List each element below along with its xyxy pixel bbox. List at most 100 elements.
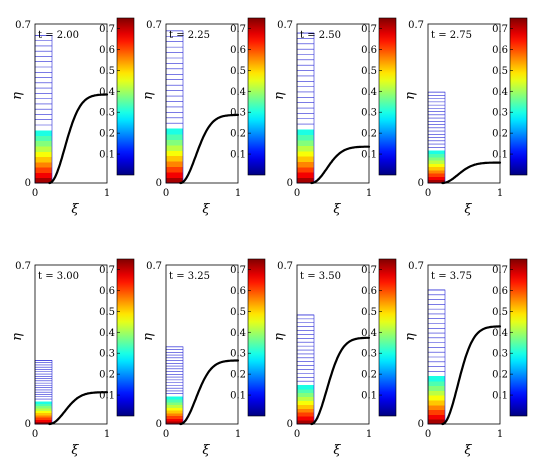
y-tick-label: 0.7 bbox=[15, 261, 31, 272]
colorbar-tick-label: 0.5 bbox=[230, 66, 246, 77]
y-tick-label: 0.7 bbox=[15, 20, 31, 31]
profile-band bbox=[35, 421, 52, 425]
profile-band bbox=[166, 421, 183, 425]
y-tick-label: 0.7 bbox=[408, 261, 424, 272]
colorbar-tick-label: 0.2 bbox=[99, 129, 115, 140]
profile-band bbox=[297, 420, 314, 425]
y-tick-label: 0 bbox=[418, 419, 424, 430]
colorbar-tick-label: 0.6 bbox=[361, 45, 377, 56]
y-tick-label: 0.7 bbox=[146, 261, 162, 272]
colorbar-tick-label: 0.7 bbox=[230, 24, 246, 35]
colorbar-tick-label: 0.5 bbox=[230, 307, 246, 318]
colorbar-tick-label: 0.7 bbox=[492, 265, 508, 276]
colorbar-tick-label: 0.3 bbox=[99, 108, 115, 119]
profile-band bbox=[428, 409, 445, 415]
profile-band bbox=[428, 404, 445, 411]
plot-frame bbox=[165, 264, 239, 425]
x-tick-label: 0 bbox=[32, 188, 38, 199]
panel-4: 0.1 0.2 0.3 0.4 0.5 0.6 0.7 t = 2.75 0 0.7 0 1 ξ η bbox=[403, 17, 528, 217]
profile-band bbox=[428, 376, 445, 382]
panel-3: 0.1 0.2 0.3 0.4 0.5 0.6 0.7 t = 2.50 0 0.7 0 1 ξ η bbox=[272, 17, 397, 217]
y-tick-label: 0.7 bbox=[146, 20, 162, 31]
profile-band bbox=[297, 156, 314, 162]
colorbar-tick-label: 0.5 bbox=[99, 66, 115, 77]
colorbar-tick-label: 0.4 bbox=[230, 328, 246, 339]
profile-band bbox=[35, 140, 52, 147]
profile-band bbox=[428, 419, 445, 425]
time-label: t = 2.25 bbox=[169, 30, 210, 41]
colorbar-tick-label: 0.7 bbox=[230, 265, 246, 276]
colorbar-tick-label: 0.5 bbox=[492, 307, 508, 318]
profile-band bbox=[166, 177, 183, 184]
colorbar-tick-label: 0.7 bbox=[361, 24, 377, 35]
profile-band bbox=[166, 150, 183, 157]
plot-frame bbox=[165, 23, 239, 184]
profile-band bbox=[35, 408, 52, 411]
profile-band bbox=[35, 172, 52, 179]
y-tick-label: 0 bbox=[418, 178, 424, 189]
colorbar-tick-label: 0.2 bbox=[492, 370, 508, 381]
profile-band bbox=[297, 150, 314, 157]
x-axis-label: ξ bbox=[333, 202, 341, 217]
profile-band bbox=[35, 146, 52, 152]
x-tick-label: 0 bbox=[425, 429, 431, 440]
colorbar-tick-label: 0.6 bbox=[230, 286, 246, 297]
y-axis-label: η bbox=[141, 333, 156, 341]
profile-band bbox=[166, 404, 183, 408]
front-curve bbox=[48, 391, 109, 426]
time-label: t = 3.50 bbox=[300, 271, 341, 282]
profile-band bbox=[166, 410, 183, 414]
x-axis-label: ξ bbox=[333, 443, 341, 458]
profile-band bbox=[428, 390, 445, 396]
plot-frame bbox=[427, 264, 501, 425]
colorbar-tick-label: 0.3 bbox=[492, 349, 508, 360]
profile-band bbox=[297, 404, 314, 409]
x-axis-label: ξ bbox=[464, 443, 472, 458]
colorbar-tick-label: 0.6 bbox=[492, 286, 508, 297]
profile-band bbox=[297, 385, 314, 390]
profile-band bbox=[166, 166, 183, 173]
profile-band bbox=[35, 167, 52, 173]
colorbar-tick-label: 0.6 bbox=[361, 286, 377, 297]
profile-band bbox=[297, 388, 314, 394]
colorbar-tick-label: 0.1 bbox=[99, 150, 115, 161]
front-curve bbox=[179, 113, 240, 185]
y-axis-label: η bbox=[10, 92, 25, 100]
panel-2: 0.1 0.2 0.3 0.4 0.5 0.6 0.7 t = 2.25 0 0.7 0 1 ξ η bbox=[141, 17, 266, 217]
y-tick-label: 0 bbox=[287, 178, 293, 189]
panel-8: 0.1 0.2 0.3 0.4 0.5 0.6 0.7 t = 3.75 0 0.7 0 1 ξ η bbox=[403, 258, 528, 458]
plot-frame bbox=[34, 264, 108, 425]
time-label: t = 3.25 bbox=[169, 271, 210, 282]
y-axis-label: η bbox=[141, 92, 156, 100]
profile-band bbox=[166, 396, 183, 400]
colorbar-tick-label: 0.3 bbox=[99, 349, 115, 360]
time-label: t = 2.00 bbox=[38, 30, 79, 41]
plot-frame bbox=[296, 264, 370, 425]
colorbar-tick-label: 0.4 bbox=[361, 87, 377, 98]
colorbar-tick-label: 0.3 bbox=[361, 349, 377, 360]
colorbar-tick-label: 0.5 bbox=[361, 66, 377, 77]
profile-band bbox=[35, 156, 52, 163]
x-tick-label: 0 bbox=[294, 429, 300, 440]
profile-band bbox=[35, 417, 52, 420]
panel-7: 0.1 0.2 0.3 0.4 0.5 0.6 0.7 t = 3.50 0 0.7 0 1 ξ η bbox=[272, 258, 397, 458]
y-axis-label: η bbox=[272, 333, 287, 341]
profile-band bbox=[35, 151, 52, 158]
plot-frame bbox=[296, 23, 370, 184]
x-axis-label: ξ bbox=[71, 202, 79, 217]
profile-band bbox=[297, 400, 314, 405]
front-curve bbox=[179, 359, 240, 426]
y-axis-label: η bbox=[403, 92, 418, 100]
colorbar bbox=[378, 17, 397, 176]
profile-band bbox=[166, 407, 183, 411]
colorbar-tick-label: 0.6 bbox=[99, 286, 115, 297]
plot-frame bbox=[34, 23, 108, 184]
x-tick-label: 1 bbox=[497, 429, 503, 440]
colorbar bbox=[378, 258, 397, 417]
y-tick-label: 0.7 bbox=[277, 20, 293, 31]
time-label: t = 2.50 bbox=[300, 30, 341, 41]
panel-5: 0.1 0.2 0.3 0.4 0.5 0.6 0.7 t = 3.00 0 0.7 0 1 ξ η bbox=[10, 258, 135, 458]
front-curve bbox=[441, 325, 502, 426]
profile-band bbox=[428, 176, 445, 181]
colorbar bbox=[247, 258, 266, 417]
